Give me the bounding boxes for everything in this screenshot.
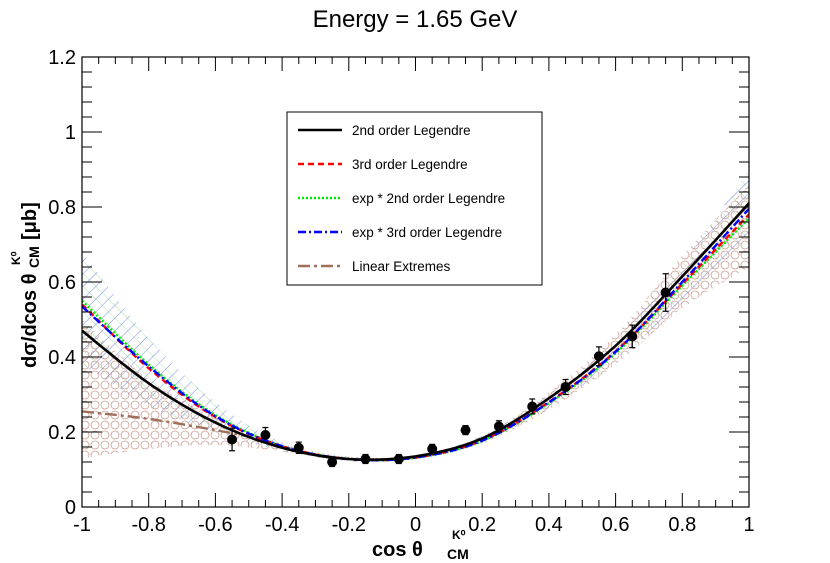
data-points [227,273,671,468]
y-tick-label: 1.2 [48,47,76,69]
data-marker [427,443,438,454]
legend-label: 3rd order Legendre [352,157,468,172]
data-marker [293,442,304,453]
data-marker [327,457,338,467]
data-marker [493,421,504,432]
legend-box [286,111,543,286]
data-marker [560,382,571,392]
y-tick-label: 0 [65,497,76,519]
data-marker [627,331,638,342]
data-marker [660,287,671,298]
x-tick-label: -0.8 [131,514,165,536]
data-point [460,425,471,436]
y-tick-label: 0.2 [48,422,76,444]
data-point [560,378,571,396]
y-tick-label: 0.6 [48,272,76,294]
curve-linear-extremes [82,410,250,438]
data-marker [593,351,604,362]
circle-band [82,184,749,462]
y-tick-label: 0.4 [48,347,76,369]
x-tick-label: -0.2 [332,514,366,536]
data-marker [460,425,471,436]
data-point [627,324,638,349]
data-point [493,420,504,433]
legend: 2nd order Legendre 3rd order Legendre exp … [286,111,543,286]
x-axis-label: cos θ [372,539,423,561]
x-axis-label-main: cos θ [372,539,423,561]
legend-label: exp * 2nd order Legendre [352,191,505,206]
y-axis-label-unit: [μb] [19,202,41,240]
data-point [393,453,404,465]
data-point [527,398,538,415]
y-tick-label: 1 [65,122,76,144]
legend-label: Linear Extremes [352,259,451,274]
uncertainty-bands [82,169,749,462]
x-axis-label-sub: CM [447,546,469,562]
x-axis-label-sup: K⁰ [452,528,466,542]
x-tick-label: -0.6 [198,514,232,536]
data-marker [360,454,371,464]
x-tick-label: -0.4 [265,514,299,536]
legend-items: 2nd order Legendre 3rd order Legendre exp … [298,123,505,274]
x-tick-label: 1 [743,514,754,536]
data-point [660,273,671,312]
data-point [360,453,371,465]
data-point [227,427,238,452]
x-tick-label: 0.4 [535,514,563,536]
fit-curves [82,202,749,462]
y-tick-label: 0.8 [48,197,76,219]
data-marker [527,401,538,412]
data-point [293,441,304,454]
x-tick-label: 0.2 [468,514,496,536]
data-marker [227,434,238,445]
y-axis-label-sub: CM [26,246,42,268]
x-axis: -1 -0.8 -0.6 -0.4 -0.2 0 0.2 0.4 0.6 0.8 1 [73,57,755,536]
x-tick-label: 0.8 [668,514,696,536]
curve-2nd-order-legendre [82,202,749,461]
chart-title: Energy = 1.65 GeV [313,6,518,33]
y-axis: 0 0.2 0.4 0.6 0.8 1 1.2 [48,47,749,519]
data-marker [260,430,271,440]
legend-label: 2nd order Legendre [352,123,471,138]
y-axis-label-sup: K⁰ [9,251,23,265]
y-axis-label: dσ/dcos θ [19,273,41,368]
x-tick-label: -1 [73,514,91,536]
data-point [427,443,438,454]
curve-exp-3rd-order-legendre [82,208,749,462]
x-tick-label: 0 [410,514,421,536]
legend-label: exp * 3rd order Legendre [352,225,502,240]
x-tick-label: 0.6 [602,514,630,536]
data-point [327,456,338,468]
data-point [593,346,604,367]
data-marker [393,454,404,464]
data-point [260,426,271,444]
